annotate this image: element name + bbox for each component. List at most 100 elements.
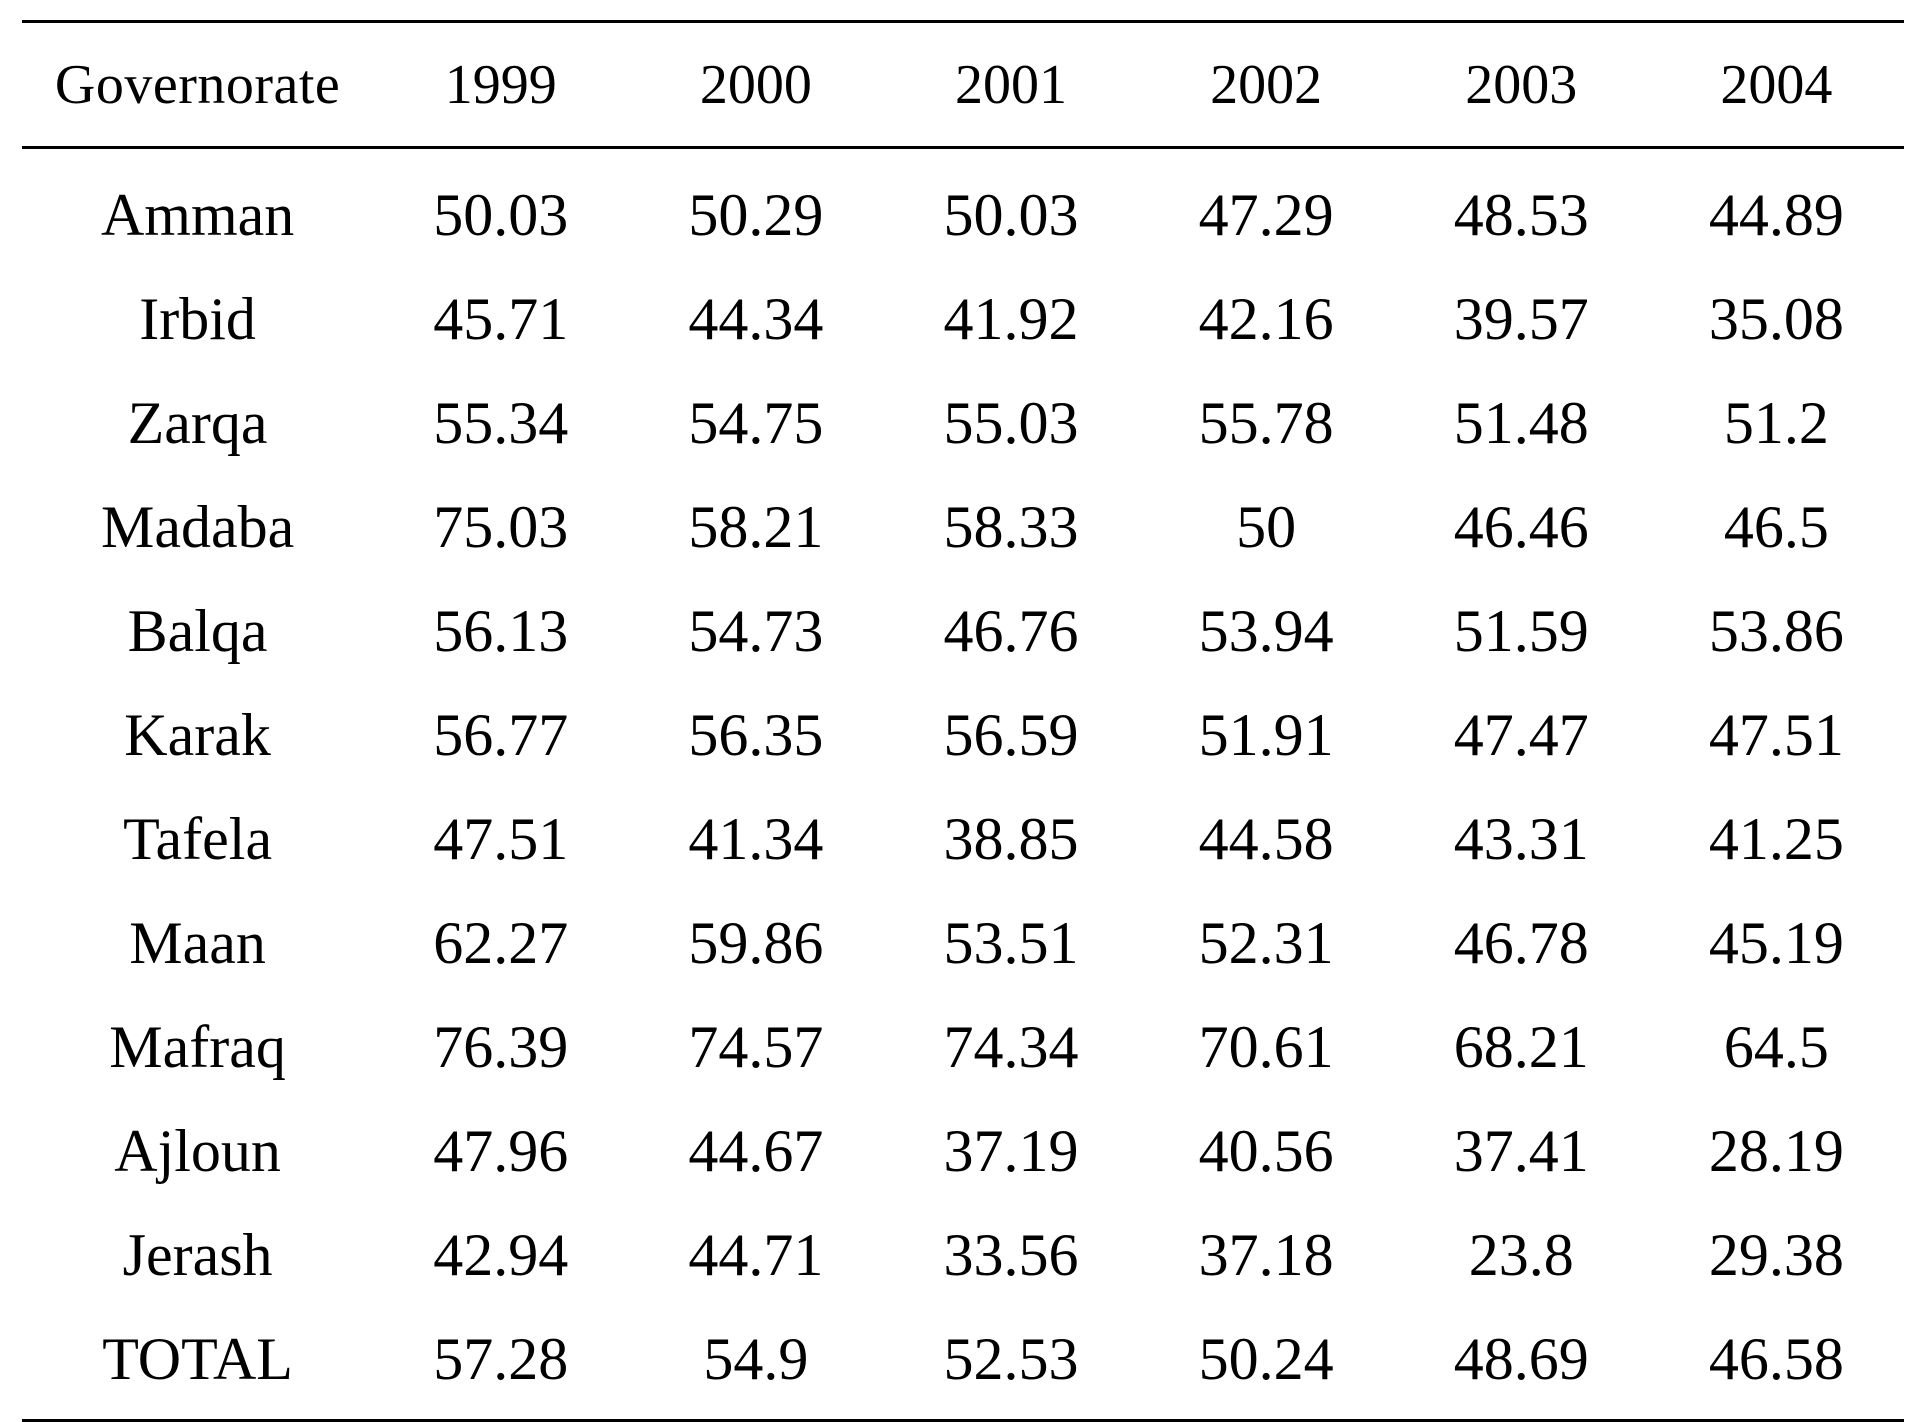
- value-cell: 74.34: [943, 1013, 1079, 1080]
- table-row: Madaba 75.03 58.21 58.33 50 46.46 46.5: [22, 475, 1904, 579]
- value-cell: 45.71: [433, 285, 569, 352]
- value-cell: 44.58: [1198, 805, 1334, 872]
- governorate-cell: TOTAL: [102, 1325, 293, 1392]
- value-cell: 52.31: [1198, 909, 1334, 976]
- value-cell: 41.92: [943, 285, 1079, 352]
- value-cell: 54.9: [703, 1325, 809, 1392]
- value-cell: 46.46: [1453, 493, 1589, 560]
- value-cell: 33.56: [943, 1221, 1079, 1288]
- value-cell: 55.03: [943, 389, 1079, 456]
- value-cell: 47.51: [433, 805, 569, 872]
- value-cell: 54.75: [688, 389, 824, 456]
- value-cell: 74.57: [688, 1013, 824, 1080]
- value-cell: 58.33: [943, 493, 1079, 560]
- value-cell: 51.91: [1198, 701, 1334, 768]
- table-row: Zarqa 55.34 54.75 55.03 55.78 51.48 51.2: [22, 371, 1904, 475]
- value-cell: 53.51: [943, 909, 1079, 976]
- value-cell: 40.56: [1198, 1117, 1334, 1184]
- governorate-cell: Irbid: [139, 285, 256, 352]
- value-cell: 46.5: [1723, 493, 1829, 560]
- header-cell-2000: 2000: [699, 53, 812, 116]
- value-cell: 58.21: [688, 493, 824, 560]
- table-row: Tafela 47.51 41.34 38.85 44.58 43.31 41.…: [22, 787, 1904, 891]
- value-cell: 56.13: [433, 597, 569, 664]
- value-cell: 47.29: [1198, 181, 1334, 248]
- value-cell: 50.03: [943, 181, 1079, 248]
- governorate-cell: Maan: [129, 909, 266, 976]
- value-cell: 45.19: [1708, 909, 1844, 976]
- value-cell: 51.2: [1723, 389, 1829, 456]
- value-cell: 50.03: [433, 181, 569, 248]
- value-cell: 23.8: [1468, 1221, 1574, 1288]
- governorate-cell: Jerash: [122, 1221, 273, 1288]
- value-cell: 53.94: [1198, 597, 1334, 664]
- data-table-container: Governorate 1999 2000 2001 2002 2003 200…: [22, 20, 1904, 1422]
- value-cell: 46.76: [943, 597, 1079, 664]
- governorate-cell: Karak: [124, 701, 271, 768]
- value-cell: 76.39: [433, 1013, 569, 1080]
- value-cell: 41.34: [688, 805, 824, 872]
- governorate-cell: Zarqa: [127, 389, 268, 456]
- table-row: Amman 50.03 50.29 50.03 47.29 48.53 44.8…: [22, 148, 1904, 268]
- header-cell-2003: 2003: [1465, 53, 1578, 116]
- value-cell: 52.53: [943, 1325, 1079, 1392]
- value-cell: 46.78: [1453, 909, 1589, 976]
- table-header: Governorate 1999 2000 2001 2002 2003 200…: [22, 21, 1904, 148]
- value-cell: 44.67: [688, 1117, 824, 1184]
- value-cell: 28.19: [1708, 1117, 1844, 1184]
- table-row: Maan 62.27 59.86 53.51 52.31 46.78 45.19: [22, 891, 1904, 995]
- table-row-total: TOTAL 57.28 54.9 52.53 50.24 48.69 46.58: [22, 1307, 1904, 1421]
- data-table: Governorate 1999 2000 2001 2002 2003 200…: [22, 20, 1904, 1422]
- value-cell: 68.21: [1453, 1013, 1589, 1080]
- value-cell: 47.51: [1708, 701, 1844, 768]
- governorate-cell: Tafela: [123, 805, 273, 872]
- value-cell: 75.03: [433, 493, 569, 560]
- value-cell: 70.61: [1198, 1013, 1334, 1080]
- value-cell: 50: [1236, 493, 1297, 560]
- governorate-cell: Ajloun: [114, 1117, 281, 1184]
- value-cell: 59.86: [688, 909, 824, 976]
- value-cell: 51.59: [1453, 597, 1589, 664]
- value-cell: 57.28: [433, 1325, 569, 1392]
- value-cell: 37.19: [943, 1117, 1079, 1184]
- header-cell-governorate: Governorate: [54, 53, 341, 116]
- value-cell: 42.16: [1198, 285, 1334, 352]
- value-cell: 47.47: [1453, 701, 1589, 768]
- table-row: Ajloun 47.96 44.67 37.19 40.56 37.41 28.…: [22, 1099, 1904, 1203]
- table-row: Jerash 42.94 44.71 33.56 37.18 23.8 29.3…: [22, 1203, 1904, 1307]
- value-cell: 46.58: [1708, 1325, 1844, 1392]
- header-cell-2004: 2004: [1720, 53, 1833, 116]
- header-cell-1999: 1999: [444, 53, 557, 116]
- header-row: Governorate 1999 2000 2001 2002 2003 200…: [22, 21, 1904, 148]
- value-cell: 37.18: [1198, 1221, 1334, 1288]
- value-cell: 41.25: [1708, 805, 1844, 872]
- value-cell: 55.34: [433, 389, 569, 456]
- value-cell: 37.41: [1453, 1117, 1589, 1184]
- value-cell: 44.71: [688, 1221, 824, 1288]
- value-cell: 48.53: [1453, 181, 1589, 248]
- header-cell-2002: 2002: [1210, 53, 1323, 116]
- table-body: Amman 50.03 50.29 50.03 47.29 48.53 44.8…: [22, 148, 1904, 1421]
- value-cell: 44.34: [688, 285, 824, 352]
- value-cell: 38.85: [943, 805, 1079, 872]
- table-row: Irbid 45.71 44.34 41.92 42.16 39.57 35.0…: [22, 267, 1904, 371]
- value-cell: 56.59: [943, 701, 1079, 768]
- value-cell: 39.57: [1453, 285, 1589, 352]
- value-cell: 29.38: [1708, 1221, 1844, 1288]
- governorate-cell: Amman: [100, 181, 295, 248]
- value-cell: 55.78: [1198, 389, 1334, 456]
- value-cell: 56.35: [688, 701, 824, 768]
- value-cell: 47.96: [433, 1117, 569, 1184]
- header-cell-2001: 2001: [955, 53, 1067, 116]
- value-cell: 56.77: [433, 701, 569, 768]
- governorate-cell: Mafraq: [109, 1013, 286, 1080]
- table-row: Balqa 56.13 54.73 46.76 53.94 51.59 53.8…: [22, 579, 1904, 683]
- value-cell: 35.08: [1708, 285, 1844, 352]
- value-cell: 51.48: [1453, 389, 1589, 456]
- value-cell: 50.24: [1198, 1325, 1334, 1392]
- value-cell: 43.31: [1453, 805, 1589, 872]
- governorate-cell: Balqa: [127, 597, 268, 664]
- value-cell: 44.89: [1708, 181, 1844, 248]
- value-cell: 48.69: [1453, 1325, 1589, 1392]
- value-cell: 53.86: [1708, 597, 1844, 664]
